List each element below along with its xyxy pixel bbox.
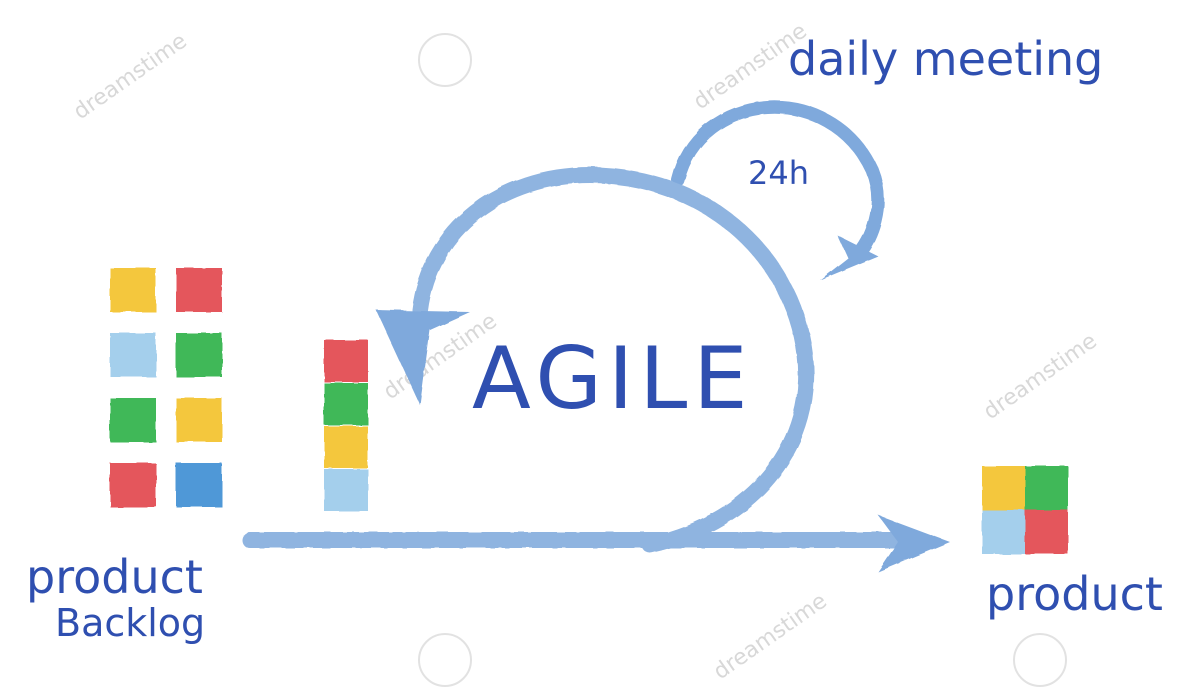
product-item-square: [1025, 510, 1068, 554]
agile-title: AGILE: [472, 329, 754, 429]
timeline-arrow: [242, 515, 950, 572]
backlog-item-square: [110, 268, 156, 312]
watermark: dreamstime: [709, 589, 832, 685]
sprint-item-square: [324, 469, 368, 511]
backlog-item-square: [176, 463, 222, 507]
watermark: dreamstime: [979, 329, 1102, 425]
product-backlog-grid: [110, 268, 222, 507]
sprint-item-square: [324, 383, 368, 425]
product-increment-grid: [982, 466, 1068, 554]
backlog-item-square: [110, 463, 156, 507]
watermark-spiral: [418, 33, 472, 87]
product-item-square: [1025, 466, 1068, 510]
daily-loop-path: [671, 101, 885, 265]
sprint-backlog-column: [324, 340, 368, 511]
backlog-item-square: [176, 268, 222, 312]
timeline-arrowhead: [878, 515, 950, 572]
backlog-item-square: [176, 398, 222, 442]
sprint-cycle-arrowhead: [376, 310, 470, 405]
sprint-cycle-path: [412, 166, 815, 553]
backlog-item-square: [110, 333, 156, 377]
backlog-item-square: [110, 398, 156, 442]
sprint-item-square: [324, 426, 368, 468]
backlog-item-square: [176, 333, 222, 377]
watermark-spiral: [1013, 633, 1067, 687]
sprint-cycle-arrow: [376, 166, 815, 553]
daily-loop-arrow: [671, 101, 885, 280]
daily-meeting-label: daily meeting: [788, 32, 1103, 86]
product-item-square: [982, 510, 1025, 554]
sprint-item-square: [324, 340, 368, 382]
watermark-spiral: [418, 633, 472, 687]
watermark: dreamstime: [69, 29, 192, 125]
daily-loop-arrowhead: [820, 236, 878, 280]
product-label: product: [986, 567, 1163, 621]
backlog-label-line2: Backlog: [55, 601, 205, 645]
product-item-square: [982, 466, 1025, 510]
cycle-time-label: 24h: [748, 154, 809, 192]
backlog-label-line1: product: [26, 550, 203, 604]
